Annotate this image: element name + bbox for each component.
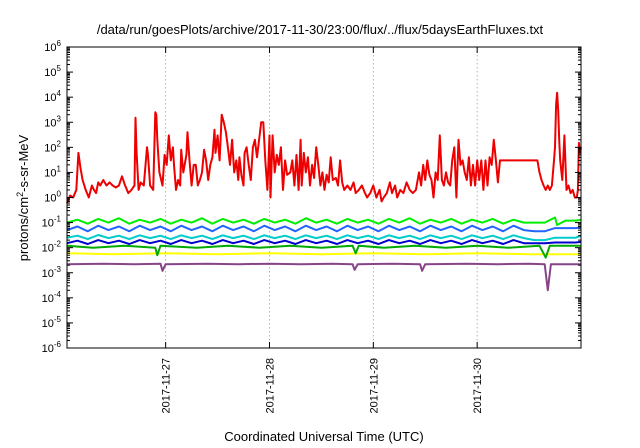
y-tick-base: 10: [44, 67, 56, 79]
y-axis: 10-610-510-410-310-210-11001011021031041…: [42, 39, 581, 355]
x-axis: 2017-11-27 2017-11-28 2017-11-29 2017-11-30: [161, 47, 484, 413]
y-tick-exponent: -4: [54, 290, 62, 299]
y-tick-label: 102: [44, 139, 61, 154]
grid: [165, 47, 478, 348]
y-tick-exponent: -1: [54, 215, 62, 224]
y-tick-exponent: 4: [57, 89, 62, 98]
x-tick-label: 2017-11-30: [472, 358, 484, 413]
x-axis-label: Coordinated Universal Time (UTC): [224, 429, 423, 444]
y-tick-label: 100: [44, 190, 61, 205]
series-line-5: [66, 252, 581, 256]
y-tick-exponent: -3: [54, 265, 62, 274]
y-tick-base: 10: [44, 193, 56, 205]
y-tick-exponent: 2: [57, 139, 62, 148]
x-tick-label: 2017-11-29: [368, 358, 380, 413]
plot-frame: [66, 46, 582, 349]
y-tick-base: 10: [42, 343, 54, 355]
y-label-sup: 2: [15, 192, 25, 197]
y-tick-exponent: 1: [57, 164, 62, 173]
y-tick-base: 10: [42, 243, 54, 255]
y-tick-exponent: 3: [57, 114, 62, 123]
y-tick-base: 10: [42, 268, 54, 280]
y-tick-label: 10-2: [42, 240, 62, 255]
y-tick-exponent: -6: [54, 340, 62, 349]
series-line-4: [66, 239, 582, 245]
y-tick-label: 106: [44, 39, 61, 54]
y-tick-label: 10-3: [42, 265, 62, 280]
y-tick-exponent: 0: [57, 190, 62, 199]
series-line-2: [66, 234, 582, 242]
y-tick-exponent: 5: [57, 64, 62, 73]
y-tick-label: 104: [44, 89, 61, 104]
y-tick-label: 101: [44, 164, 61, 179]
y-tick-exponent: -2: [54, 240, 62, 249]
y-tick-base: 10: [42, 293, 54, 305]
y-tick-label: 103: [44, 114, 61, 129]
y-tick-base: 10: [44, 117, 56, 129]
y-tick-base: 10: [42, 318, 54, 330]
y-axis-label: protons/cm2-s-sr-MeV: [15, 134, 31, 261]
y-tick-base: 10: [44, 42, 56, 54]
y-label-rest: -s-sr-MeV: [16, 134, 31, 191]
y-tick-base: 10: [44, 92, 56, 104]
series-line-0: [66, 91, 582, 204]
y-tick-base: 10: [42, 218, 54, 230]
x-tick-label: 2017-11-27: [161, 358, 173, 413]
series-line-3: [66, 224, 582, 233]
series-layer: [66, 91, 582, 292]
chart-title: /data/run/goesPlots/archive/2017-11-30/2…: [97, 22, 544, 37]
y-tick-exponent: 6: [57, 39, 62, 48]
y-tick-label: 10-4: [42, 290, 62, 305]
y-tick-label: 10-5: [42, 315, 62, 330]
y-tick-base: 10: [44, 142, 56, 154]
y-tick-label: 10-6: [42, 340, 62, 355]
y-label-base: protons/cm: [16, 197, 31, 261]
x-tick-label: 2017-11-28: [264, 358, 276, 413]
y-tick-label: 10-1: [42, 215, 62, 230]
y-tick-base: 10: [44, 167, 56, 179]
y-tick-label: 105: [44, 64, 61, 79]
series-line-7: [66, 244, 581, 259]
series-line-6: [66, 262, 581, 292]
y-tick-exponent: -5: [54, 315, 62, 324]
series-line-1: [66, 216, 582, 226]
